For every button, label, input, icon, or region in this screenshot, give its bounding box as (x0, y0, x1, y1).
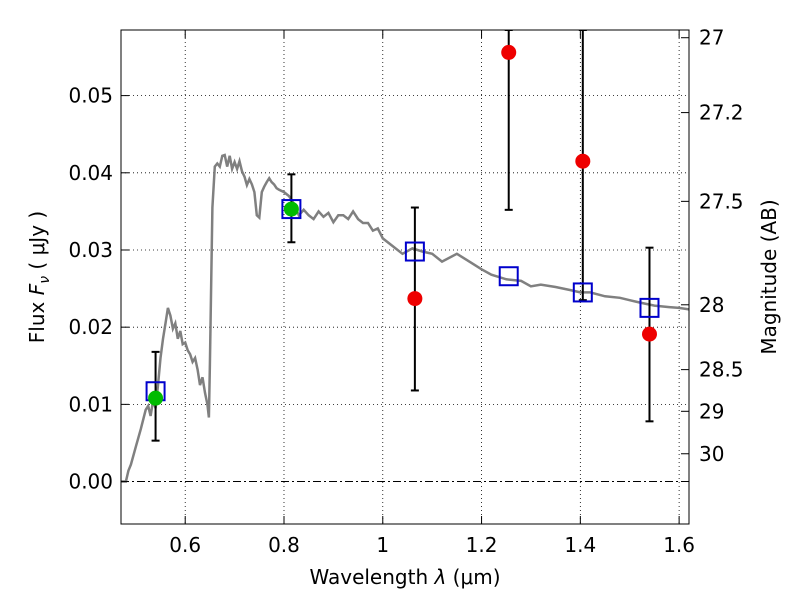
x-axis-label: Wavelength λ (μm) (309, 565, 500, 589)
y-tick-label: 0.03 (68, 238, 113, 262)
photometry-point (148, 390, 164, 406)
y-axis-ticks: 0.00 0.01 0.02 0.03 0.04 0.05 (68, 84, 129, 494)
x-axis-ticks: 0.6 0.8 1 1.2 1.4 1.6 (169, 30, 695, 557)
y2-tick-label: 30 (699, 442, 724, 466)
x-tick-label: 1.6 (663, 533, 695, 557)
y2-axis-ticks: 27 27.2 27.5 28 28.5 29 30 (681, 26, 744, 466)
grid (121, 30, 689, 524)
y2-tick-label: 27.2 (699, 101, 744, 125)
y-tick-label: 0.05 (68, 84, 113, 108)
x-tick-label: 1.2 (466, 533, 498, 557)
plot-frame (120, 29, 690, 525)
photometry-point (501, 44, 517, 60)
model-band-square (572, 282, 593, 303)
y-axis-label: Flux Fν ( μJy ) (25, 211, 53, 343)
y-tick-label: 0.01 (68, 392, 113, 416)
y2-tick-label: 28 (699, 293, 724, 317)
y2-tick-label: 27 (699, 26, 724, 50)
y2-axis-label: Magnitude (AB) (757, 199, 781, 354)
y2-tick-label: 27.5 (699, 189, 744, 213)
photometry-point (575, 153, 591, 169)
y2-tick-label: 29 (699, 399, 724, 423)
y2-tick-label: 28.5 (699, 358, 744, 382)
x-tick-label: 0.8 (268, 533, 300, 557)
model-band-square (281, 199, 302, 220)
y-tick-label: 0.04 (68, 161, 113, 185)
model-band-square (404, 241, 425, 262)
photometry-point (283, 201, 299, 217)
x-tick-label: 1 (376, 533, 389, 557)
model-band-markers (145, 199, 660, 402)
x-tick-label: 0.6 (169, 533, 201, 557)
photometry-point (641, 326, 657, 342)
x-tick-label: 1.4 (564, 533, 596, 557)
model-band-square (498, 266, 519, 287)
y-tick-label: 0.00 (68, 470, 113, 494)
model-sed-line (121, 153, 689, 483)
model-band-square (639, 297, 660, 318)
y-tick-label: 0.02 (68, 315, 113, 339)
error-bars (151, 30, 654, 442)
photometry-point (407, 291, 423, 307)
photometry-markers (148, 44, 657, 406)
